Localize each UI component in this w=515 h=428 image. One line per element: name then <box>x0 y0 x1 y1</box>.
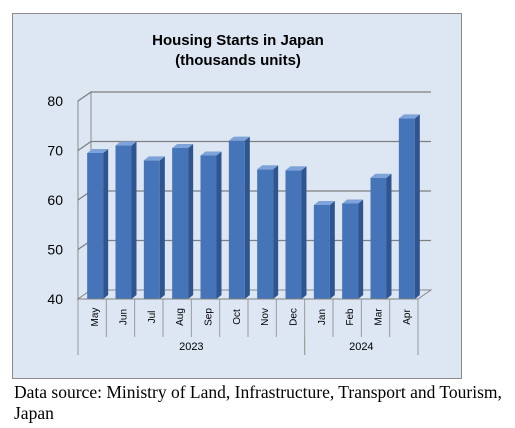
bar-top <box>143 156 165 161</box>
bar-side <box>414 114 420 299</box>
bar <box>200 151 222 299</box>
x-tick-label: Oct <box>232 309 243 325</box>
bar-top <box>285 166 307 171</box>
bar-front <box>370 177 387 299</box>
bar-front <box>398 118 415 299</box>
bar-top <box>313 200 335 205</box>
bar-front <box>313 204 330 299</box>
y-tick-label: 60 <box>47 192 63 208</box>
bar-side <box>188 144 194 299</box>
bar-top <box>115 141 137 146</box>
bar-side <box>103 148 109 299</box>
bar-top <box>228 136 250 141</box>
bar <box>143 156 165 299</box>
y-tick-label: 70 <box>47 143 63 159</box>
year-label: 2024 <box>349 341 373 353</box>
bar-top <box>370 173 392 178</box>
y-tick-label: 50 <box>47 242 63 258</box>
gridline-diagonal <box>77 140 92 152</box>
y-tick-label: 80 <box>47 93 63 109</box>
bar <box>172 144 194 299</box>
bar-side <box>358 199 364 299</box>
x-tick-label: Jun <box>119 309 130 325</box>
bar-top <box>87 148 109 153</box>
x-tick-label: Mar <box>374 308 385 326</box>
data-source-caption: Data source: Ministry of Land, Infrastru… <box>14 382 502 423</box>
bars <box>87 114 420 299</box>
bar-chart: Housing Starts in Japan (thousands units… <box>47 32 433 355</box>
x-tick-label: Jul <box>147 311 158 324</box>
x-tick-label: Dec <box>289 308 300 326</box>
bar-front <box>87 152 104 299</box>
x-tick-label: Jan <box>317 309 328 325</box>
bar-front <box>228 140 245 299</box>
bar-side <box>216 151 222 299</box>
x-tick-label: Apr <box>402 309 413 325</box>
bar <box>87 148 109 299</box>
bar-top <box>172 144 194 149</box>
bar-front <box>342 203 359 299</box>
x-axis: May Jun Jul Aug Sep Oct Nov Dec Jan Feb Mar Apr 2023… <box>77 298 419 355</box>
bar-front <box>200 155 217 299</box>
bar-top <box>200 151 222 156</box>
chart-subtitle: (thousands units) <box>175 52 301 69</box>
bar-front <box>115 145 132 299</box>
bar-side <box>159 156 165 299</box>
bar <box>370 173 392 299</box>
bar <box>228 136 250 299</box>
bar-side <box>386 173 392 299</box>
chart-title: Housing Starts in Japan <box>152 32 324 49</box>
chart-area: Housing Starts in Japan (thousands units… <box>12 13 462 379</box>
x-tick-label: Sep <box>204 308 215 326</box>
bar-front <box>257 169 274 299</box>
bar-front <box>285 170 302 299</box>
bar-side <box>329 200 335 299</box>
bar-top <box>257 165 279 170</box>
x-tick-label: May <box>90 308 101 327</box>
year-label: 2023 <box>179 341 203 353</box>
bar <box>257 165 279 299</box>
x-tick-label: Feb <box>345 308 356 326</box>
bar-side <box>273 165 279 299</box>
bar-side <box>301 166 307 299</box>
y-tick-label: 40 <box>47 291 63 307</box>
x-tick-label: Nov <box>260 308 271 326</box>
bar <box>313 200 335 299</box>
bar <box>342 199 364 299</box>
bar-side <box>244 136 250 299</box>
bar-top <box>398 114 420 119</box>
bar <box>285 166 307 299</box>
gridline-diagonal <box>77 91 92 102</box>
bar <box>115 141 137 299</box>
y-axis-ticks: 40 50 60 70 80 <box>47 93 63 307</box>
bar <box>398 114 420 299</box>
bar-front <box>143 160 160 299</box>
bar-side <box>131 141 137 299</box>
bar-front <box>172 148 189 299</box>
bar-top <box>342 199 364 204</box>
x-tick-label: Aug <box>175 308 186 326</box>
